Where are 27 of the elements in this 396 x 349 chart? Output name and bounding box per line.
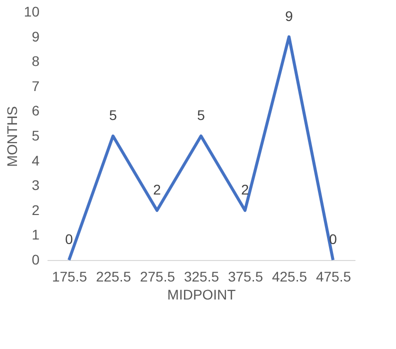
- data-label: 5: [109, 107, 118, 123]
- x-tick-label: 425.5: [272, 268, 308, 284]
- y-tick-label: 1: [32, 226, 40, 243]
- y-tick-label: 5: [32, 128, 40, 144]
- x-tick-label: 375.5: [228, 268, 264, 284]
- x-tick-label: 175.5: [52, 268, 88, 284]
- data-label: 2: [241, 181, 250, 198]
- y-tick-label: 10: [24, 4, 40, 20]
- line-series: [68, 35, 334, 262]
- data-label: 0: [65, 231, 74, 247]
- y-tick-label: 4: [32, 152, 40, 168]
- y-tick-label: 3: [32, 177, 40, 194]
- data-label: 5: [197, 107, 206, 123]
- y-tick-label: 7: [32, 78, 40, 94]
- x-tick-label: 225.5: [96, 268, 132, 284]
- x-tick-label: 325.5: [184, 268, 220, 284]
- x-tick-label: 275.5: [140, 268, 176, 284]
- y-tick-label: 8: [32, 53, 40, 70]
- y-tick-label: 6: [32, 102, 40, 119]
- y-axis-title: MONTHS: [4, 106, 20, 167]
- data-label: 2: [153, 181, 162, 198]
- y-tick-label: 0: [32, 252, 40, 268]
- x-axis-title: MIDPOINT: [167, 286, 236, 302]
- y-tick-label: 2: [32, 202, 40, 218]
- y-tick-label: 9: [32, 28, 40, 44]
- x-tick-label: 475.5: [316, 268, 352, 284]
- data-label: 9: [285, 8, 294, 24]
